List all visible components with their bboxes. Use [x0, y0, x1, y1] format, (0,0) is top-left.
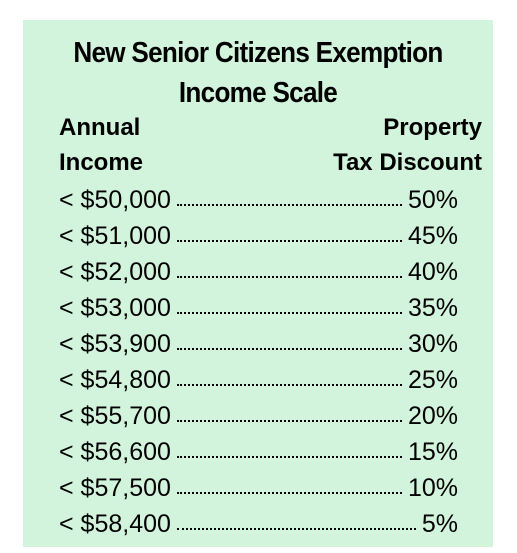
table-row: < $52,000 40% — [59, 254, 458, 290]
discount-percent: 10% — [407, 474, 458, 502]
discount-percent: 40% — [407, 258, 458, 286]
income-scale-card: New Senior Citizens Exemption Income Sca… — [23, 20, 493, 547]
table-row: < $55,700 20% — [59, 398, 458, 434]
table-row: < $53,900 30% — [59, 326, 458, 362]
discount-percent: 35% — [407, 294, 458, 322]
dot-leader — [176, 528, 416, 530]
income-threshold: < $51,000 — [59, 222, 171, 250]
discount-percent: 25% — [407, 366, 458, 394]
table-row: < $58,400 5% — [59, 506, 458, 542]
income-threshold: < $53,000 — [59, 294, 171, 322]
title-line-2: Income Scale — [178, 77, 338, 109]
dot-leader — [176, 420, 402, 422]
table-row: < $50,000 50% — [59, 182, 458, 218]
discount-percent: 50% — [407, 186, 458, 214]
dot-leader — [176, 348, 402, 350]
income-threshold: < $52,000 — [59, 258, 171, 286]
title-line-1: New Senior Citizens Exemption — [73, 37, 443, 69]
dot-leader — [176, 492, 402, 494]
dot-leader — [176, 240, 402, 242]
dot-leader — [176, 456, 402, 458]
table-row: < $57,500 10% — [59, 470, 458, 506]
dot-leader — [176, 384, 402, 386]
discount-percent: 20% — [407, 402, 458, 430]
dot-leader — [176, 312, 402, 314]
header-property: Property — [383, 114, 482, 141]
header-annual: Annual — [59, 114, 141, 141]
header-income: Income — [59, 149, 144, 176]
header-tax-discount: Tax Discount — [333, 149, 482, 176]
discount-percent: 45% — [407, 222, 458, 250]
income-threshold: < $55,700 — [59, 402, 171, 430]
income-threshold: < $53,900 — [59, 330, 171, 358]
dot-leader — [176, 276, 402, 278]
table-row: < $56,600 15% — [59, 434, 458, 470]
discount-percent: 30% — [407, 330, 458, 358]
discount-percent: 5% — [421, 510, 458, 538]
dot-leader — [176, 204, 402, 206]
table-row: < $54,800 25% — [59, 362, 458, 398]
discount-percent: 15% — [407, 438, 458, 466]
income-threshold: < $54,800 — [59, 366, 171, 394]
table-row: < $53,000 35% — [59, 290, 458, 326]
table-row: < $51,000 45% — [59, 218, 458, 254]
income-threshold: < $50,000 — [59, 186, 171, 214]
income-threshold: < $58,400 — [59, 510, 171, 538]
income-scale-rows: < $50,000 50% < $51,000 45% < $52,000 40… — [59, 182, 458, 542]
income-threshold: < $57,500 — [59, 474, 171, 502]
income-threshold: < $56,600 — [59, 438, 171, 466]
